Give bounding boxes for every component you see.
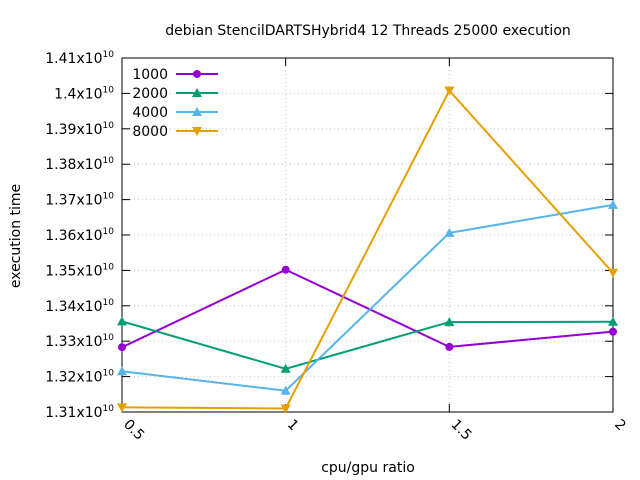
data-point [608,199,618,209]
y-tick-exponent: 10 [103,85,115,95]
y-tick-mantissa: 1.36x10 [45,228,102,244]
y-tick-label: 1.34x1010 [45,298,114,315]
data-point [280,404,291,414]
y-tick-mantissa: 1.34x10 [45,299,102,315]
data-point [118,343,126,352]
y-tick-label: 1.35x1010 [45,262,114,279]
y-tick-exponent: 10 [103,333,115,343]
legend: 1000 2000 4000 8000 [132,67,218,140]
y-tick-exponent: 10 [103,404,115,414]
legend-item-4000: 4000 [132,105,218,121]
y-tick-label: 1.38x1010 [45,156,114,173]
legend-item-2000: 2000 [132,86,218,102]
series-8000 [117,86,618,414]
data-point [280,385,291,395]
legend-marker [192,127,202,136]
y-tick-mantissa: 1.31x10 [45,405,102,421]
x-axis-label: cpu/gpu ratio [321,460,415,476]
legend-label: 4000 [132,105,168,121]
legend-label: 2000 [132,86,168,102]
y-tick-exponent: 10 [103,369,115,379]
y-tick-exponent: 10 [103,227,115,237]
series-1000 [118,265,617,352]
y-tick-exponent: 10 [103,50,115,60]
y-tick-exponent: 10 [103,262,115,272]
chart-title: debian StencilDARTSHybrid4 12 Threads 25… [165,23,571,39]
data-point [117,403,127,413]
legend-marker [192,107,202,116]
legend-label: 8000 [132,124,168,140]
y-tick-label: 1.33x1010 [45,333,114,350]
legend-marker [192,88,202,97]
y-tick-mantissa: 1.39x10 [45,122,102,138]
data-point [608,316,618,326]
data-point [445,342,454,351]
data-point [117,316,127,326]
y-axis-label: execution time [8,184,24,288]
y-tick-exponent: 10 [103,121,115,131]
data-point [609,327,617,336]
series-line [121,203,614,392]
y-tick-mantissa: 1.38x10 [45,157,102,173]
legend-item-1000: 1000 [132,67,218,83]
y-tick-label: 1.39x1010 [45,121,114,138]
data-point [444,227,455,237]
data-point [281,265,290,274]
y-tick-mantissa: 1.33x10 [45,334,102,350]
series-line [121,268,614,349]
y-tick-exponent: 10 [103,156,115,166]
y-tick-label: 1.4x1010 [54,85,114,102]
series-line [121,88,614,410]
y-tick-mantissa: 1.41x10 [45,51,102,67]
y-tick-exponent: 10 [103,298,115,308]
series-2000 [117,316,618,373]
y-tick-label: 1.41x1010 [45,50,114,67]
y-tick-exponent: 10 [103,192,115,202]
y-tick-mantissa: 1.37x10 [45,193,102,209]
y-tick-label: 1.36x1010 [45,227,114,244]
data-point [608,268,618,278]
series-group [117,86,618,414]
data-point [117,366,127,376]
y-tick-mantissa: 1.4x10 [54,86,102,102]
legend-label: 1000 [132,67,168,83]
data-point [444,86,455,96]
series-4000 [117,199,618,395]
y-tick-label: 1.37x1010 [45,192,114,209]
legend-item-8000: 8000 [132,124,218,140]
y-tick-mantissa: 1.35x10 [45,263,102,279]
series-line [121,320,614,370]
legend-marker [193,70,201,78]
data-point [280,363,291,373]
y-tick-label: 1.31x1010 [45,404,114,421]
data-point [444,317,455,327]
y-tick-mantissa: 1.32x10 [45,370,102,386]
y-tick-label: 1.32x1010 [45,369,114,386]
